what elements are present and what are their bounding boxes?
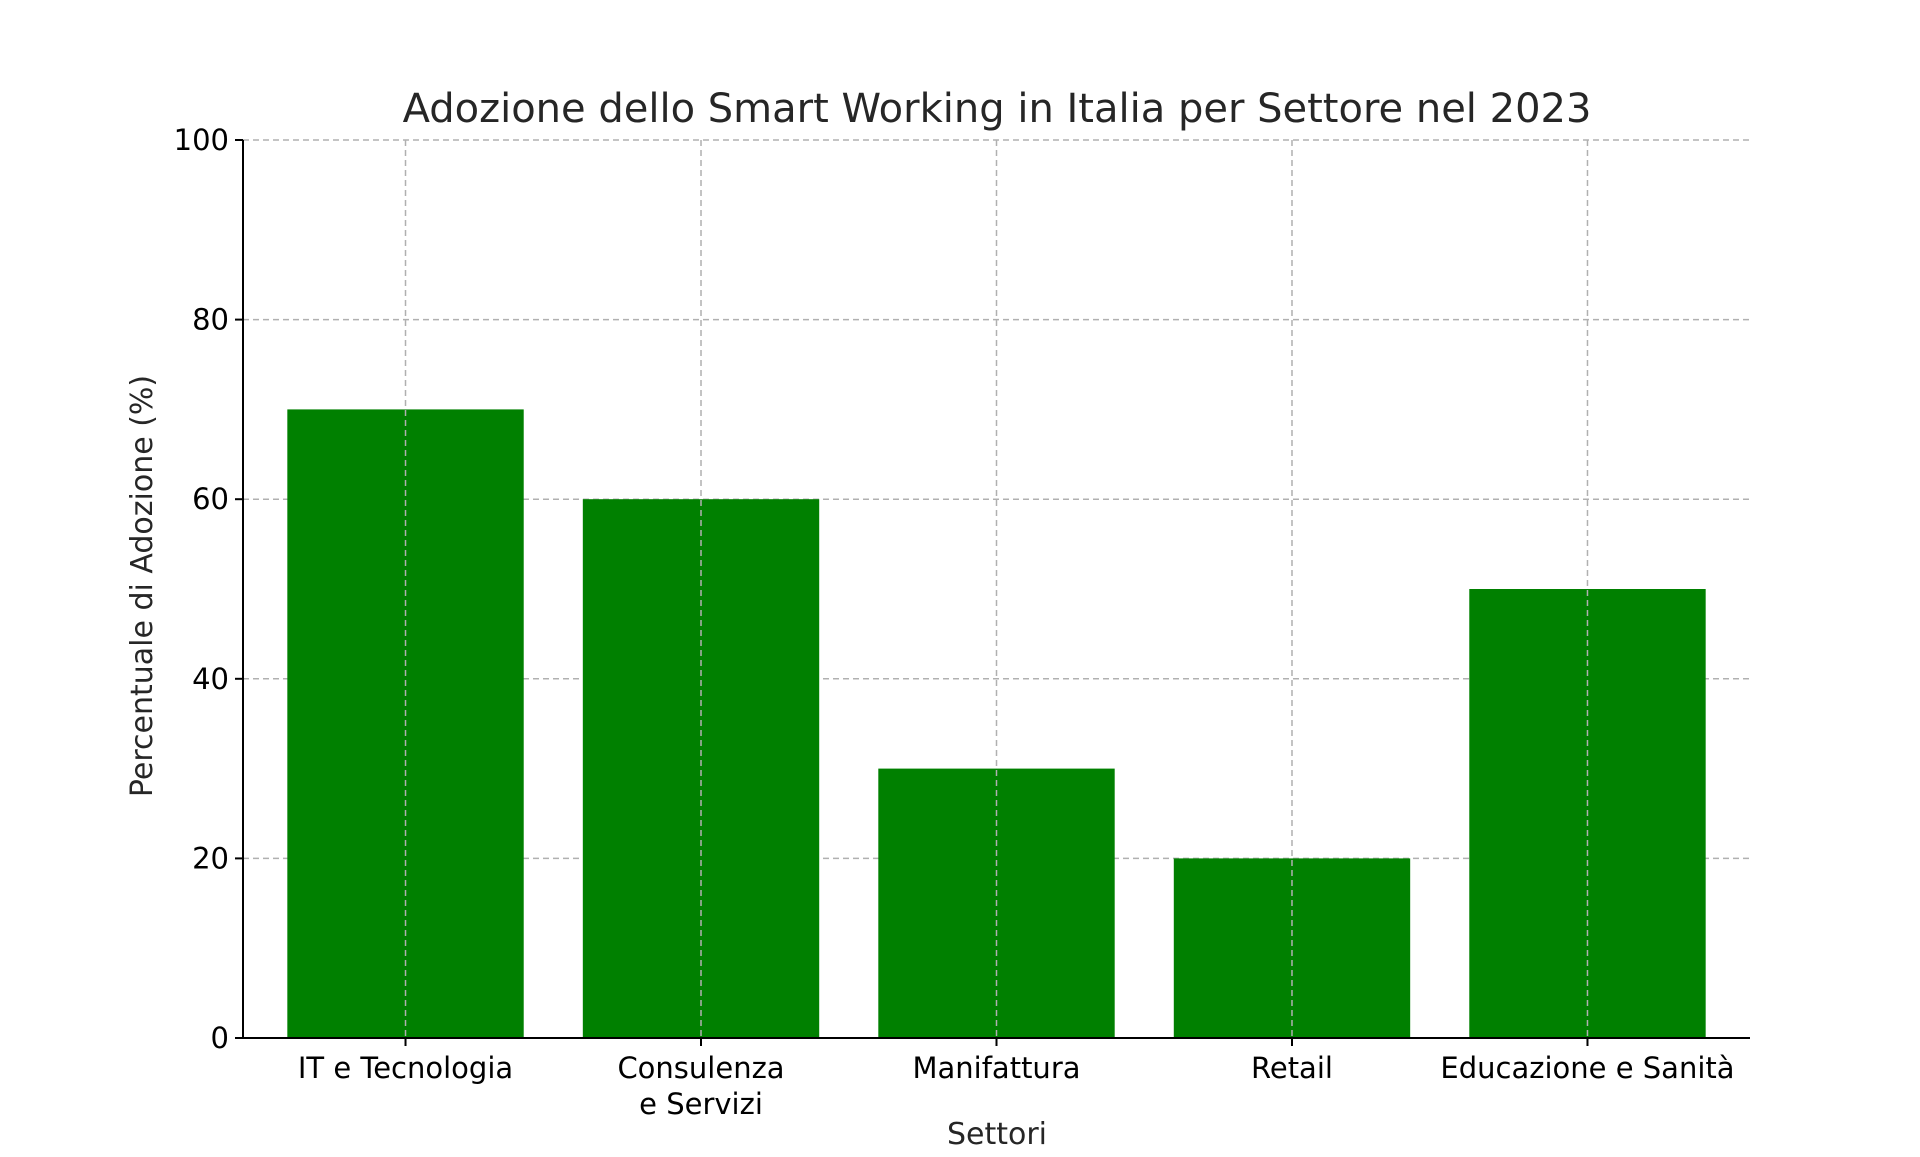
y-tick-label: 100 — [174, 123, 229, 157]
y-tick-label: 80 — [192, 303, 229, 337]
y-tick-label: 60 — [192, 482, 229, 516]
x-tick-label: IT e Tecnologia — [298, 1051, 513, 1085]
chart-title: Adozione dello Smart Working in Italia p… — [403, 86, 1592, 132]
x-tick-label: Educazione e Sanità — [1440, 1051, 1734, 1085]
bar — [582, 499, 820, 1038]
tick-labels: 0 20 40 60 80 100 IT e Tecnologia Consulenza e S… — [174, 123, 1735, 1121]
y-axis-label: Percentuale di Adozione (%) — [125, 375, 160, 797]
bar — [1173, 858, 1411, 1038]
y-tick-label: 40 — [192, 662, 229, 696]
x-tick-label: Consulenza e Servizi — [617, 1051, 784, 1121]
axes — [235, 139, 1750, 1046]
y-tick-label: 0 — [211, 1021, 229, 1055]
x-tick-label: Manifattura — [912, 1051, 1080, 1085]
x-tick-label: Retail — [1251, 1051, 1333, 1085]
y-tick-label: 20 — [192, 841, 229, 875]
x-axis-label: Settori — [947, 1117, 1047, 1152]
